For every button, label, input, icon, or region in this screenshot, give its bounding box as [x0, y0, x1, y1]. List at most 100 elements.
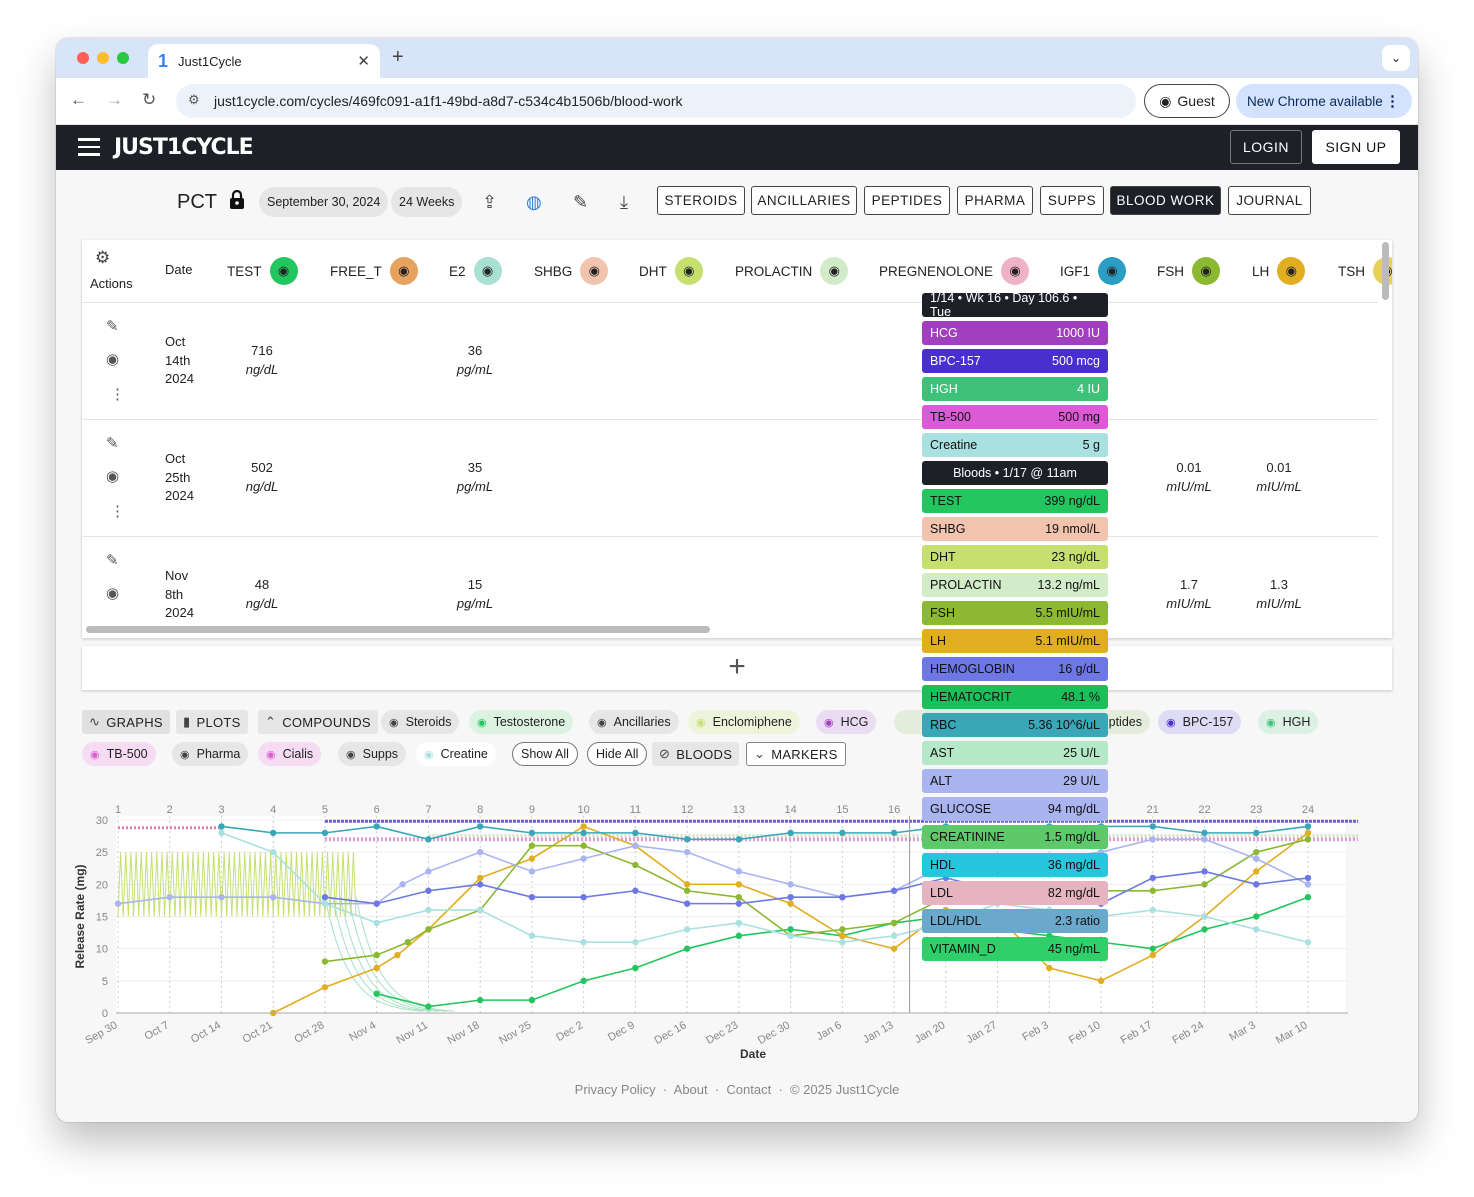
tab-peptides[interactable]: PEPTIDES	[864, 186, 950, 215]
data-point	[528, 868, 536, 875]
login-button[interactable]: LOGIN	[1230, 130, 1302, 164]
maximize-window-button[interactable]	[117, 52, 129, 64]
eye-icon[interactable]: ◉	[820, 257, 849, 285]
tab-supps[interactable]: SUPPS	[1040, 186, 1104, 215]
duration-chip[interactable]: 24 Weeks	[391, 187, 463, 217]
data-point	[839, 829, 846, 837]
site-settings-icon[interactable]: ⚙	[188, 92, 200, 107]
date-tick-label: Oct 7	[142, 1019, 171, 1043]
eye-icon[interactable]: ◉	[1277, 257, 1306, 285]
settings-icon[interactable]: ⚙	[95, 248, 111, 267]
hcg-filter[interactable]: ◉ HCG	[816, 710, 877, 734]
test-value: 716	[251, 343, 273, 358]
eye-icon[interactable]: ◉	[1098, 257, 1127, 285]
close-tab-icon[interactable]: ✕	[357, 53, 370, 70]
cialis-filter[interactable]: ◉ Cialis	[258, 742, 322, 766]
series-line	[221, 825, 1309, 841]
supps-filter[interactable]: ◉ Supps	[338, 742, 407, 766]
creatine-filter[interactable]: ◉ Creatine	[416, 742, 496, 766]
column-label: PROLACTIN	[735, 263, 813, 279]
tb500-filter[interactable]: ◉ TB-500	[82, 742, 156, 766]
eye-icon[interactable]: ◉	[1192, 257, 1220, 285]
address-bar[interactable]: ⚙ just1cycle.com/cycles/469fc091-a1f1-49…	[176, 84, 1136, 118]
view-row-icon[interactable]: ◉	[106, 351, 120, 368]
new-tab-icon[interactable]: +	[392, 46, 404, 68]
horizontal-scrollbar[interactable]	[86, 626, 710, 633]
column-label: LH	[1252, 263, 1270, 279]
ancillaries-filter[interactable]: ◉ Ancillaries	[589, 710, 679, 734]
eye-icon[interactable]: ◉	[269, 257, 298, 285]
reload-icon[interactable]: ↻	[142, 90, 157, 109]
eye-icon[interactable]: ◉	[389, 257, 418, 285]
eye-icon[interactable]: ◉	[1001, 257, 1030, 285]
data-point	[580, 894, 587, 901]
hgh-filter[interactable]: ◉ HGH	[1258, 710, 1319, 734]
edit-row-icon[interactable]: ✎	[106, 318, 119, 335]
vertical-scrollbar[interactable]	[1382, 242, 1389, 300]
row-menu-icon[interactable]: ⋮	[110, 503, 125, 520]
about-link[interactable]: About	[673, 1082, 708, 1097]
eye-icon[interactable]: ◉	[580, 257, 609, 285]
share-icon[interactable]: ⇪	[482, 192, 498, 212]
enclomiphene-filter[interactable]: ◉ Enclomiphene	[688, 710, 800, 734]
view-row-icon[interactable]: ◉	[106, 585, 120, 602]
tooltip-blood-row: HDL 36 mg/dL	[922, 853, 1108, 877]
steroids-filter[interactable]: ◉ Steroids	[381, 710, 460, 734]
row-date-day: 14th	[165, 352, 191, 368]
edit-icon[interactable]: ✎	[573, 192, 589, 212]
pharma-filter[interactable]: ◉ Pharma	[172, 742, 249, 766]
date-tick-label: Dec 16	[652, 1019, 688, 1047]
tab-journal[interactable]: JOURNAL	[1228, 186, 1311, 215]
show-all-button[interactable]: Show All	[512, 742, 578, 766]
bloods-toggle[interactable]: ⊘ BLOODS	[652, 742, 740, 766]
start-date-chip[interactable]: September 30, 2024	[259, 187, 389, 217]
data-point	[890, 887, 898, 894]
signup-button[interactable]: SIGN UP	[1312, 130, 1400, 164]
contact-link[interactable]: Contact	[726, 1082, 772, 1097]
plots-toggle[interactable]: ▮ PLOTS	[176, 710, 248, 734]
edit-row-icon[interactable]: ✎	[106, 435, 119, 452]
compounds-toggle[interactable]: ⌃ COMPOUNDS	[258, 710, 378, 734]
markers-toggle[interactable]: ⌄ MARKERS	[746, 742, 846, 766]
data-point	[218, 894, 225, 901]
back-icon[interactable]: ←	[70, 90, 87, 109]
data-point	[1304, 939, 1312, 946]
tab-blood-work[interactable]: BLOOD WORK	[1110, 186, 1221, 215]
data-point	[425, 868, 432, 875]
bpc157-filter[interactable]: ◉ BPC-157	[1158, 710, 1242, 734]
y-tick-label: 15	[96, 912, 108, 924]
minimize-window-button[interactable]	[97, 52, 109, 64]
forward-icon[interactable]: →	[106, 90, 123, 109]
eye-icon[interactable]: ◉	[674, 257, 703, 285]
browser-tab[interactable]: 1 Just1Cycle ✕	[148, 44, 380, 78]
graphs-toggle[interactable]: ∿ GRAPHS	[82, 710, 170, 734]
testosterone-filter[interactable]: ◉ Testosterone	[469, 710, 574, 734]
chrome-update-button[interactable]: New Chrome available ⋮	[1236, 84, 1412, 118]
data-point	[735, 868, 743, 875]
data-point	[787, 932, 794, 939]
tab-pharma[interactable]: PHARMA	[957, 186, 1033, 215]
view-row-icon[interactable]: ◉	[106, 468, 120, 485]
guest-profile-button[interactable]: ◉ Guest	[1144, 84, 1230, 118]
tab-ancillaries[interactable]: ANCILLARIES	[751, 186, 857, 215]
privacy-policy-link[interactable]: Privacy Policy	[574, 1082, 656, 1097]
lh-unit: mIU/mL	[1256, 478, 1302, 494]
dose-name: HGH	[930, 382, 958, 396]
close-window-button[interactable]	[77, 52, 89, 64]
row-date-year: 2024	[165, 488, 194, 503]
globe-icon[interactable]: ◍	[526, 192, 542, 212]
hide-all-button[interactable]: Hide All	[587, 742, 648, 766]
tooltip-dose-row: HCG 1000 IU	[922, 321, 1108, 345]
tab-steroids[interactable]: STEROIDS	[657, 186, 745, 215]
add-blood-work-button[interactable]: +	[82, 646, 1392, 690]
download-icon[interactable]: ⤓	[620, 192, 628, 212]
app-logo[interactable]: JUST1CYCLE	[114, 135, 254, 160]
column-label: E2	[449, 263, 466, 279]
hamburger-menu-icon[interactable]	[78, 138, 100, 161]
blood-marker-value: 23 ng/dL	[1051, 550, 1100, 564]
eye-icon[interactable]: ◉	[473, 257, 502, 285]
row-menu-icon[interactable]: ⋮	[110, 386, 125, 403]
edit-row-icon[interactable]: ✎	[106, 552, 119, 569]
data-point	[425, 1003, 432, 1010]
tab-search-icon[interactable]: ⌄	[1382, 45, 1410, 71]
